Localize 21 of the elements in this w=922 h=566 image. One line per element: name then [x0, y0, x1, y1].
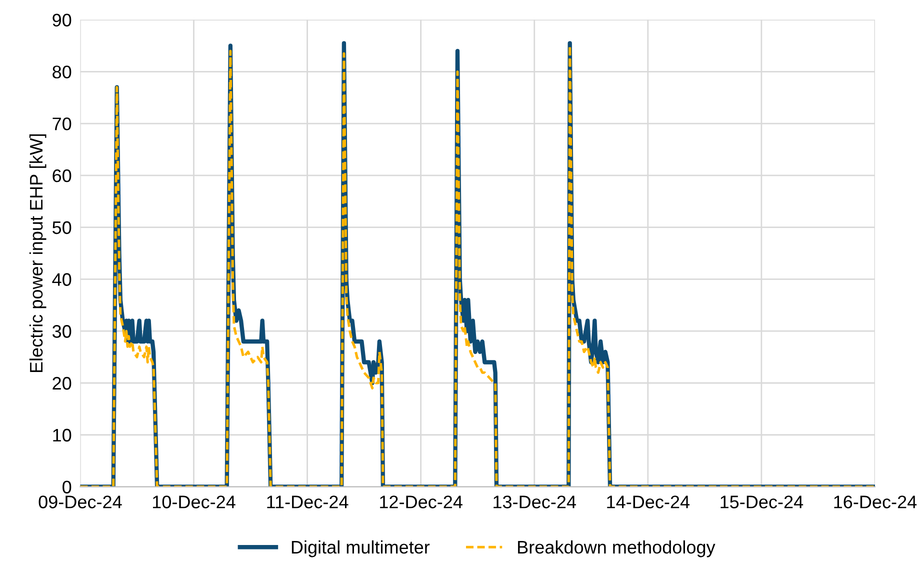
y-tick-label: 80 — [52, 66, 72, 78]
x-tick-label: 13-Dec-24 — [494, 496, 576, 508]
y-tick-label: 20 — [52, 376, 72, 390]
y-tick-label: 10 — [53, 428, 72, 442]
y-tick-label: 50 — [52, 221, 72, 234]
legend-label: Digital multimeter — [292, 540, 430, 558]
x-tick-label: 12-Dec-24 — [380, 496, 462, 508]
x-tick-label: 09-Dec-24 — [38, 496, 122, 508]
y-tick-label: 40 — [52, 273, 72, 286]
x-tick-label: 15-Dec-24 — [720, 496, 804, 508]
y-tick-label: 90 — [52, 14, 72, 27]
y-tick-label: 0 — [62, 480, 72, 494]
y-tick-label: 70 — [52, 118, 72, 130]
x-tick-label: 10-Dec-24 — [152, 496, 236, 508]
legend-label: Breakdown methodology — [518, 540, 716, 558]
x-tick-label: 16-Dec-24 — [834, 496, 917, 508]
y-axis-title: Electric power input EHP [kW] — [29, 134, 46, 372]
y-tick-label: 30 — [52, 325, 72, 338]
x-tick-label: 11-Dec-24 — [267, 496, 348, 508]
y-tick-label: 60 — [52, 169, 72, 182]
x-tick-label: 14-Dec-24 — [607, 496, 690, 508]
